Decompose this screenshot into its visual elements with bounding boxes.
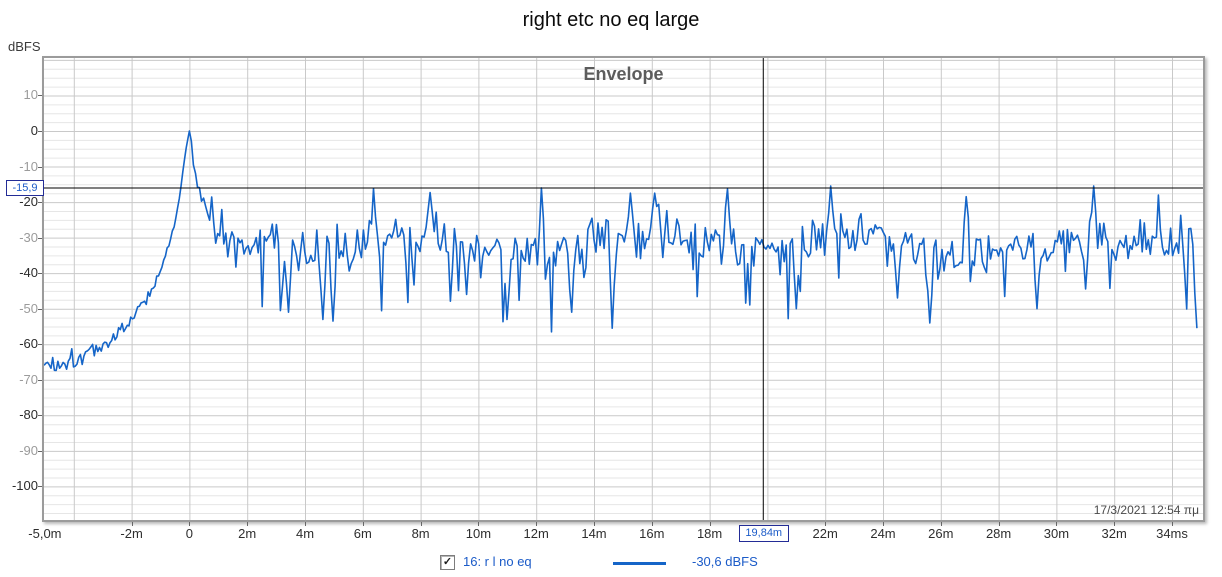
x-tick-mark [1056,522,1058,526]
y-tick-label: -60 [19,336,38,352]
y-tick-mark [38,95,42,97]
y-tick-label: -70 [19,371,38,387]
x-tick-label: 2m [238,526,257,541]
y-tick-label: -90 [19,442,38,458]
y-tick-label: -30 [19,229,38,245]
y-tick-label: 0 [30,123,38,138]
x-tick-label: 0 [185,526,194,541]
x-tick-mark [709,522,711,526]
x-tick-label: 12m [523,526,549,541]
y-tick-mark [38,202,42,204]
y-tick-label: -80 [19,407,38,423]
x-tick-label: -5,0m [28,526,62,541]
x-tick-mark [651,522,653,526]
y-tick-label: -100 [11,478,38,494]
envelope-chart-canvas [44,58,1203,520]
x-tick-mark [305,522,306,526]
y-tick-label: -20 [19,194,38,210]
y-tick-mark [38,450,42,452]
y-tick-mark [38,415,42,417]
x-tick-mark [1114,522,1116,526]
x-tick-mark [536,522,538,526]
page-title: right etc no eq large [522,9,700,31]
gridlines [44,58,1203,520]
y-tick-mark [38,379,42,381]
legend-cursor-value: -30,6 dBFS [692,554,758,569]
x-tick-mark [825,522,827,526]
plot-area[interactable]: Envelope 17/3/2021 12:54 πμ [42,56,1205,522]
x-tick-label: 32m [1101,526,1127,541]
cursor-x-readout: 19,84m [738,525,789,542]
y-tick-label: -10 [19,158,38,174]
legend-trace-name[interactable]: 16: r l no eq [463,554,532,569]
legend-checkbox[interactable]: ✓ [440,555,455,570]
chart-title: Envelope [583,64,664,84]
x-tick-label: 4m [295,526,315,541]
y-tick-mark [38,344,42,346]
x-tick-label: 28m [985,526,1012,541]
x-tick-mark [362,522,364,526]
x-tick-label: 10m [465,526,492,541]
x-tick-mark [1172,522,1173,526]
y-tick-mark [38,486,42,488]
y-tick-label: -50 [19,300,38,316]
x-tick-mark [478,522,480,526]
y-tick-label: 10 [23,87,38,103]
y-tick-mark [38,237,42,239]
x-tick-label: 8m [411,526,430,541]
x-tick-mark [189,522,191,526]
y-tick-mark [38,166,42,168]
y-axis-unit-label: dBFS [8,39,41,54]
timestamp: 17/3/2021 12:54 πμ [1093,503,1199,517]
y-tick-label: -40 [19,265,38,281]
x-tick-mark [883,522,884,526]
x-tick-label: 34ms [1156,526,1188,541]
x-tick-mark [594,522,595,526]
x-tick-label: 18m [696,526,723,541]
x-tick-mark [247,522,249,526]
x-tick-mark [131,522,133,526]
legend-line-sample-icon [613,562,666,565]
y-tick-mark [38,273,42,275]
cursor-y-readout: -15,9 [6,179,44,196]
x-tick-mark [940,522,942,526]
envelope-trace [44,130,1198,372]
x-tick-label: 30m [1043,526,1070,541]
x-tick-label: -2m [120,526,143,541]
y-tick-mark [38,308,42,310]
x-tick-label: 6m [353,526,372,541]
x-tick-label: 14m [581,526,607,541]
x-tick-mark [998,522,1000,526]
x-tick-label: 26m [928,526,954,541]
x-tick-label: 22m [812,526,838,541]
x-tick-label: 16m [639,526,665,541]
x-tick-label: 24m [870,526,896,541]
x-tick-mark [420,522,422,526]
y-tick-mark [38,131,42,132]
